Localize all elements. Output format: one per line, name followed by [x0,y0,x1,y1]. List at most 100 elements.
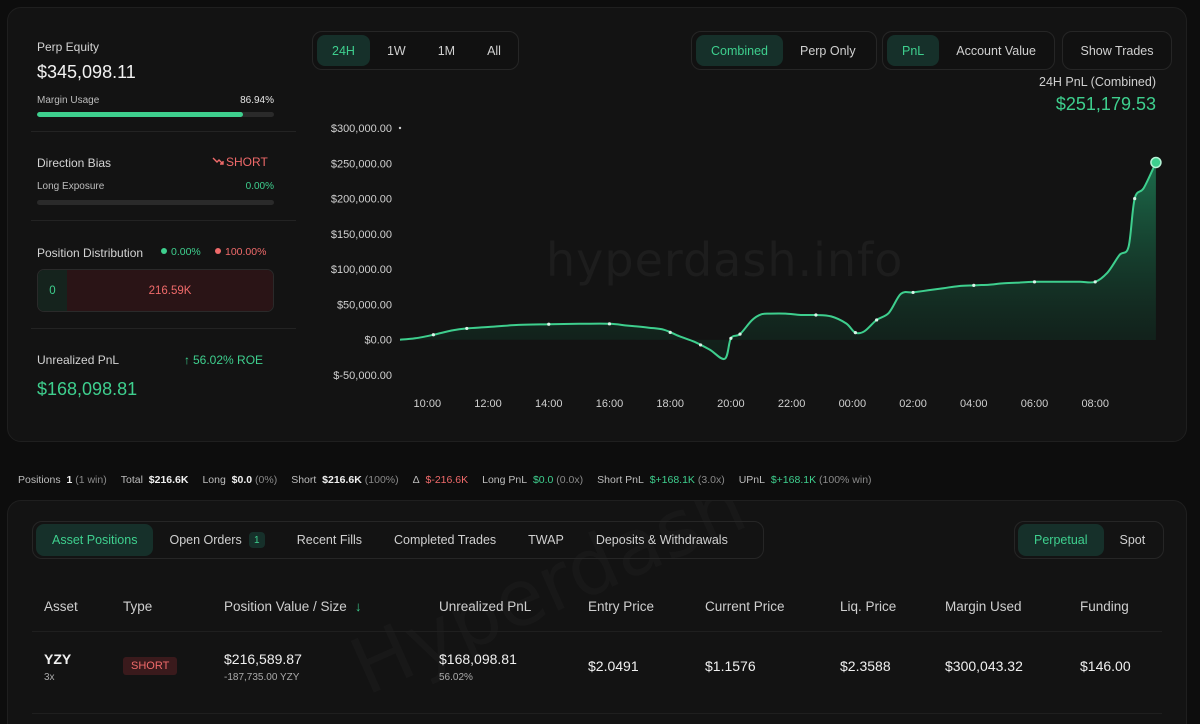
row-asset[interactable]: YZY [44,651,72,667]
open-orders-count-badge: 1 [248,532,265,548]
pnl-point [972,283,976,287]
row-margin-used: $300,043.32 [945,658,1023,674]
sort-down-icon: ↓ [354,599,362,614]
tab-range-1w[interactable]: 1W [386,43,406,58]
long-dot-icon [161,248,167,254]
perp-equity-label: Perp Equity [37,40,100,54]
pnl-point [698,343,703,347]
stat-positions: Positions 1 (1 win) [18,474,107,486]
stat-value: $+168.1K [770,474,817,486]
stat-value: $+168.1K [649,474,695,486]
stat-value: $0.0 [231,474,253,486]
y-tick-label: $-50,000.00 [333,370,392,382]
direction-bias-value: SHORT [212,155,268,169]
stat-label: Total [120,474,143,486]
row-position-value: $216,589.87 [224,651,302,667]
watermark: hyperdash.info [546,233,904,287]
stat-short-pnl: Short PnL $+168.1K (3.0x) [597,474,725,486]
col-type[interactable]: Type [123,599,153,614]
pnl-markers [431,196,1137,347]
unrealized-pnl-label: Unrealized PnL [37,353,120,367]
pnl-line [399,162,1157,361]
col-funding[interactable]: Funding [1080,599,1129,614]
y-tick-label: $150,000.00 [331,229,392,241]
y-tick-label: $50,000.00 [337,299,392,311]
show-trades-button[interactable]: Show Trades [1080,43,1154,58]
col-margin-used[interactable]: Margin Used [945,599,1022,614]
pnl-point [668,330,672,334]
stat-value: $216.6K [322,474,362,486]
stat-long-pnl: Long PnL $0.0 (0.0x) [482,474,583,486]
pnl-point [1032,280,1037,284]
direction-bias-label: Direction Bias [37,156,112,170]
stat-label: Δ [412,474,420,486]
stat-note: (0.0x) [556,474,584,486]
tab-range-all[interactable]: All [487,43,501,58]
y-tick-label: $0.00 [364,335,392,347]
dist-long-pct-text: 0.00% [171,246,201,258]
x-axis-ticks: 10:00 12:00 14:00 16:00 18:00 20:00 22:00 00:00… [414,398,1109,410]
pnl-point [431,333,435,337]
x-tick-label: 16:00 [596,398,624,410]
stat-label: UPnL [738,474,765,486]
x-tick-label: 08:00 [1081,398,1109,410]
tab-spot[interactable]: Spot [1119,533,1146,547]
x-tick-label: 10:00 [414,398,442,410]
stat-delta: Δ $-216.6K [413,474,468,486]
pnl-point [911,290,915,295]
header-divider [32,631,1162,632]
distribution-short-segment: 216.59K [67,270,273,311]
x-tick-label: 20:00 [717,398,745,410]
pnl-point [853,331,857,335]
y-tick-label: $250,000.00 [331,158,392,170]
stat-note: (100%) [364,474,399,486]
tab-range-1m[interactable]: 1M [437,43,456,58]
tab-account-value[interactable]: Account Value [956,43,1036,58]
position-distribution-label: Position Distribution [37,246,144,260]
x-tick-label: 12:00 [474,398,502,410]
row-unrealized-pnl: $168,098.81 [439,651,517,667]
tab-open-orders[interactable]: Open Orders 1 [153,524,280,556]
trend-down-icon [212,155,226,169]
row-liq-price: $2.3588 [840,658,891,674]
pnl-end-marker[interactable] [1150,156,1162,169]
long-exposure-bar [37,200,274,205]
divider [31,328,296,329]
tab-asset-positions[interactable]: Asset Positions [36,524,154,556]
distribution-long-segment: 0 [38,270,67,311]
tab-range-24h[interactable]: 24H [317,35,370,66]
distribution-bar: 0 216.59K [37,269,274,312]
market-tabs: Perpetual Spot [1014,521,1164,559]
tab-completed-trades[interactable]: Completed Trades [394,533,497,547]
roe-value: ↑ 56.02% ROE [184,353,263,367]
stat-value: $216.6K [148,474,189,486]
tab-recent-fills[interactable]: Recent Fills [296,533,363,547]
arrow-up-icon: ↑ [184,353,190,367]
pnl-point [814,313,818,317]
tab-perpetual[interactable]: Perpetual [1018,524,1104,556]
pnl-chart: $300,000.00 $250,000.00 $200,000.00 $150,00… [331,123,1162,410]
perp-equity-value: $345,098.11 [37,62,136,82]
col-liq-price[interactable]: Liq. Price [840,599,897,614]
x-tick-label: 02:00 [899,398,927,410]
positions-panel: Hyperdash Asset Positions Open Orders 1 R… [7,500,1187,724]
metric-tabs: PnL Account Value [882,31,1055,70]
col-asset[interactable]: Asset [44,599,78,614]
x-tick-label: 04:00 [960,398,988,410]
tab-combined[interactable]: Combined [696,35,783,66]
roe-text: 56.02% ROE [193,353,264,367]
position-tabs: Asset Positions Open Orders 1 Recent Fill… [32,521,764,559]
tab-twap[interactable]: TWAP [528,533,564,547]
tab-pnl[interactable]: PnL [887,35,940,66]
col-current-price[interactable]: Current Price [705,599,785,614]
col-entry-price[interactable]: Entry Price [588,599,655,614]
tab-perp-only[interactable]: Perp Only [799,43,856,58]
pnl-header-value: $251,179.53 [1055,94,1156,114]
pnl-point [547,322,551,326]
col-position-value[interactable]: Position Value / Size ↓ [224,599,362,614]
stat-total: Total $216.6K [121,474,189,486]
stat-note: (0%) [255,474,278,486]
tab-deposits-withdrawals[interactable]: Deposits & Withdrawals [595,533,728,547]
col-unrealized-pnl[interactable]: Unrealized PnL [439,599,532,614]
stat-value: $0.0 [532,474,554,486]
